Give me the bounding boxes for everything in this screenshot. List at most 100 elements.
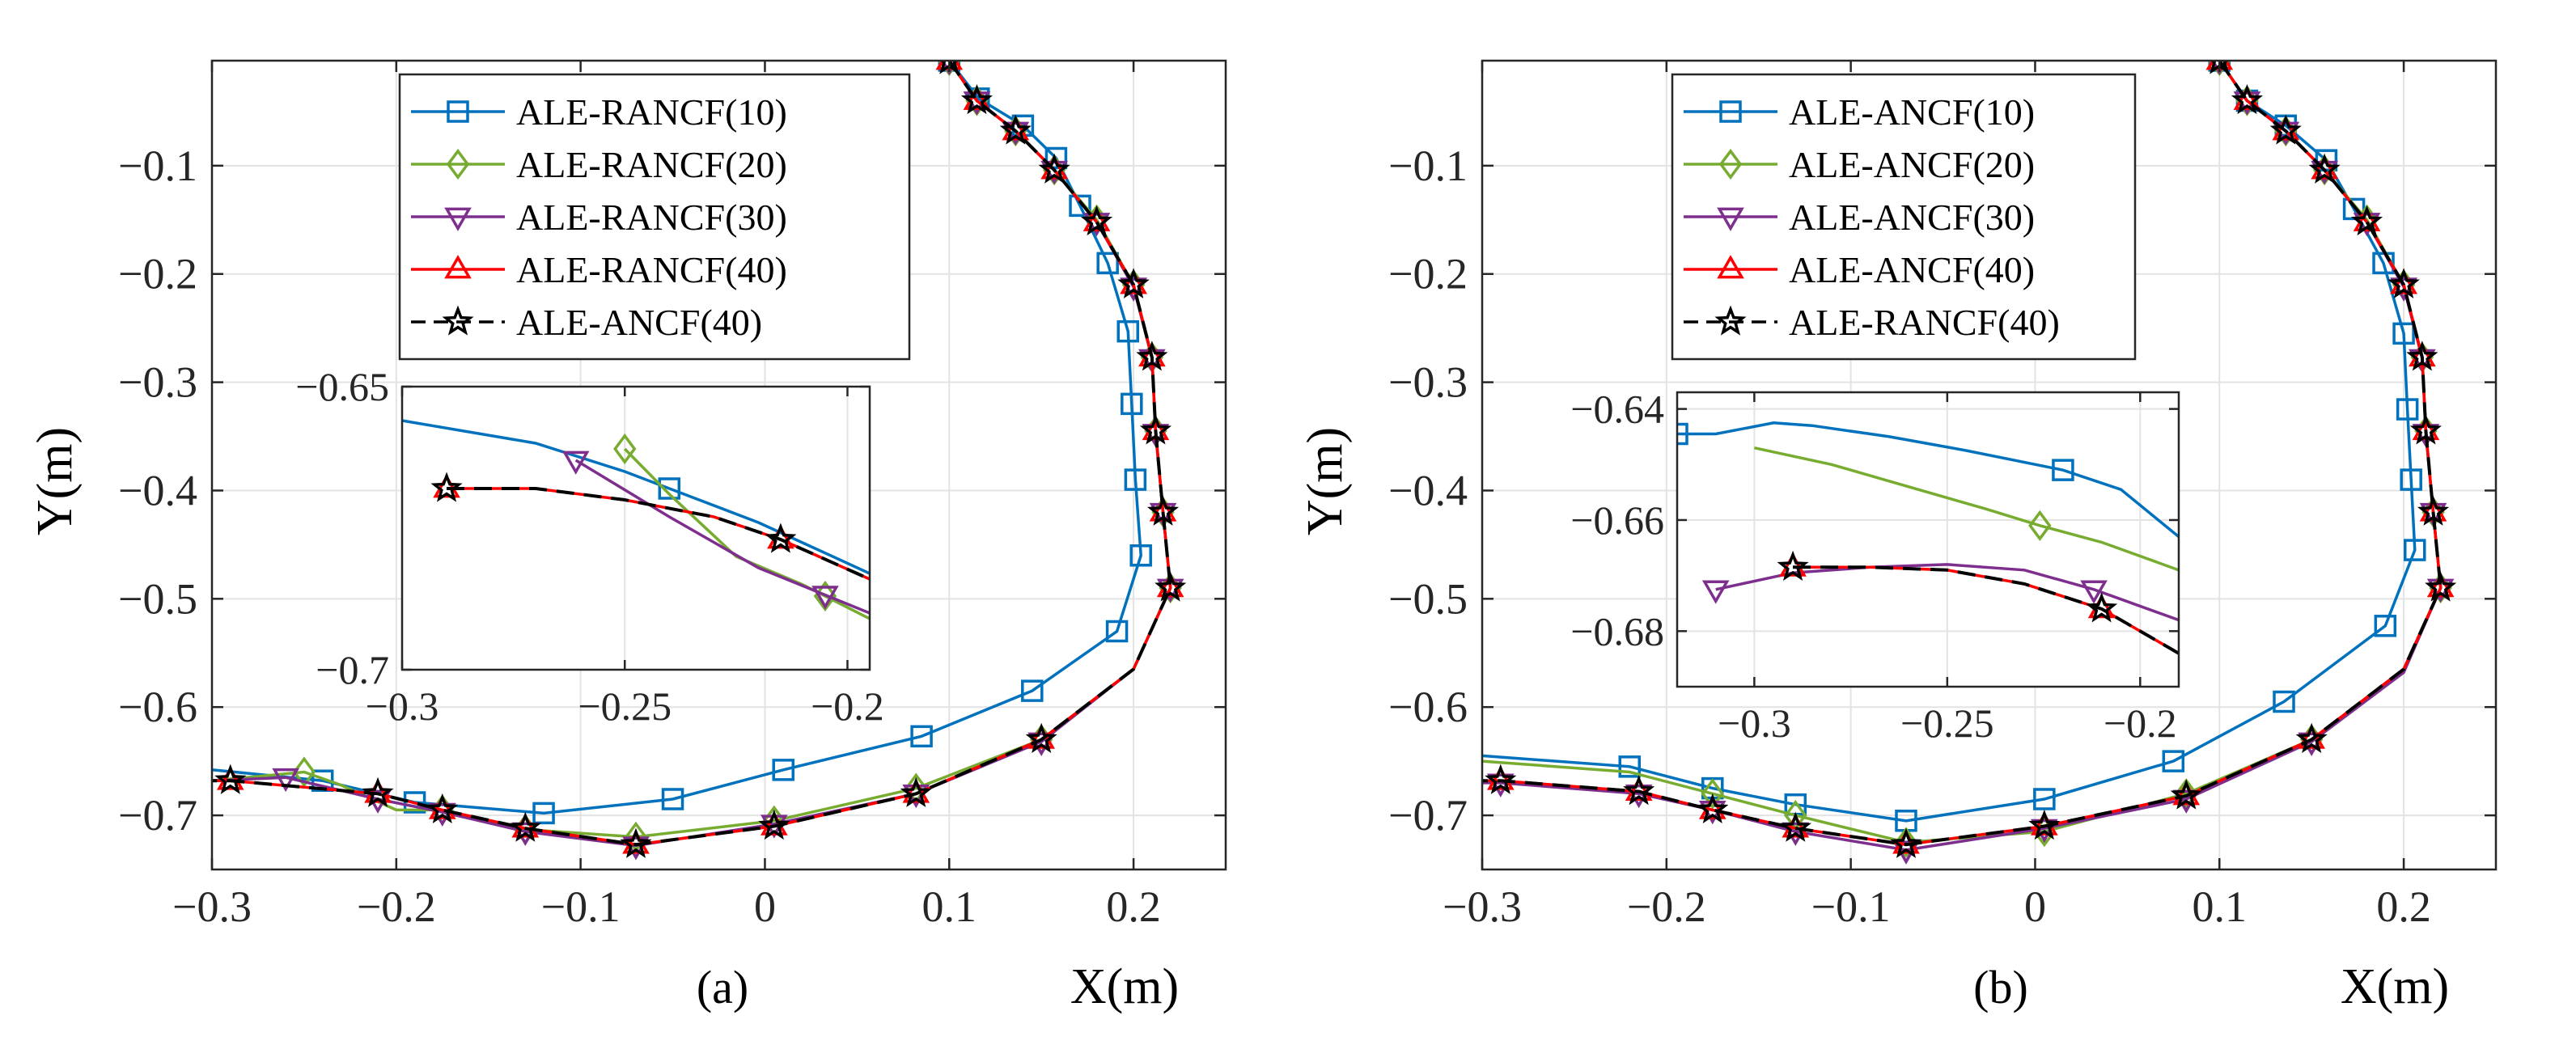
data-point-marker <box>1120 270 1147 294</box>
legend-marker <box>1714 305 1747 336</box>
axes-box <box>210 59 1227 871</box>
legend-label: ALE-ANCF(10) <box>1789 91 2035 133</box>
legend-label: ALE-ANCF(20) <box>1789 144 2035 185</box>
series-line <box>1482 61 2443 847</box>
data-point-marker <box>2273 690 2295 713</box>
data-point-marker <box>532 802 555 825</box>
legend-label: ALE-ANCF(30) <box>1789 197 2035 238</box>
inset-data-point-marker <box>658 477 681 500</box>
data-point-marker <box>1618 755 1642 778</box>
y-tick-label: −0.1 <box>1388 142 1468 190</box>
data-point-marker <box>620 827 652 858</box>
data-point-marker <box>2406 341 2438 371</box>
data-point-marker <box>292 756 316 788</box>
data-point-marker <box>428 795 456 819</box>
y-tick-label: −0.4 <box>1388 466 1468 514</box>
legend-label: ALE-RANCF(40) <box>1789 302 2060 343</box>
y-tick-label: −0.5 <box>1388 574 1468 623</box>
x-tick-label: 0 <box>2024 882 2046 931</box>
data-point-marker <box>2175 778 2198 810</box>
data-point-marker <box>1155 571 1187 602</box>
x-tick-label: −0.3 <box>172 882 252 931</box>
inset-box <box>400 385 871 671</box>
data-point-marker <box>2353 207 2381 231</box>
inset-data-point-marker <box>2080 580 2108 604</box>
x-tick-label: −0.2 <box>357 882 436 931</box>
inset-plot: −0.3 −0.25 −0.2 −0.64 −0.66 −0.68 <box>1570 387 2180 746</box>
data-point-marker <box>1040 155 1068 180</box>
data-point-marker <box>1027 725 1056 749</box>
data-point-marker <box>2231 83 2263 115</box>
inset-series-line <box>1677 421 2179 538</box>
data-point-marker <box>772 759 794 781</box>
legend-marker <box>442 305 474 336</box>
y-tick-label: −0.6 <box>118 683 197 731</box>
data-point-marker <box>2392 322 2415 345</box>
data-point-marker <box>2425 571 2457 602</box>
data-point-marker <box>2396 398 2419 421</box>
data-point-marker <box>426 793 459 823</box>
data-point-marker <box>509 811 541 842</box>
x-tick-label: 0 <box>754 882 776 931</box>
legend-marker <box>1719 100 1742 123</box>
series-ALE-ANCF(40) <box>212 61 1187 858</box>
inset-data-point-marker <box>765 522 797 553</box>
data-point-marker <box>2298 725 2326 749</box>
data-point-marker <box>1080 205 1113 236</box>
series-ALE-RANCF(40) <box>1482 61 2457 858</box>
data-point-marker <box>1121 392 1143 416</box>
x-tick-label: 0.1 <box>2193 882 2248 931</box>
data-point-marker <box>1697 793 1729 823</box>
y-tick-label: −0.7 <box>118 791 197 840</box>
data-point-marker <box>1038 153 1070 184</box>
inset-series-line <box>1793 565 2179 655</box>
data-point-marker <box>511 814 540 838</box>
data-point-marker <box>272 768 299 793</box>
inset-x-tick-label: −0.3 <box>366 683 439 729</box>
data-point-marker <box>2387 268 2420 298</box>
legend-marker <box>1717 255 1744 279</box>
panel-b: −0.3 −0.2 −0.1 0 0.1 0.2 −0.1 −0.2 −0.3 −0.4 −0.5 −… <box>1298 59 2498 1014</box>
inset-series-line <box>447 487 870 581</box>
inset-area <box>1677 392 2179 687</box>
data-point-marker <box>1044 146 1068 170</box>
data-point-marker <box>2308 153 2341 184</box>
x-tick-label: 0.1 <box>922 882 977 931</box>
data-point-marker <box>2400 468 2422 491</box>
inset-x-tick-label: −0.3 <box>1718 700 1791 746</box>
inset-y-tick-label: −0.66 <box>1570 497 1664 543</box>
inset-data-point-marker <box>613 433 637 465</box>
data-point-marker <box>403 791 426 814</box>
data-point-marker <box>963 86 991 110</box>
data-point-marker <box>2417 495 2450 526</box>
x-axis-label: X(m) <box>1070 959 1179 1014</box>
x-tick-label: −0.1 <box>1811 882 1891 931</box>
data-point-marker <box>1139 414 1171 445</box>
inset-x-tick-label: −0.2 <box>811 683 884 729</box>
inset-series-line <box>1754 446 2179 572</box>
data-point-marker <box>1129 544 1152 567</box>
panel-a: −0.3 −0.2 −0.1 0 0.1 0.2 −0.1 −0.2 −0.3 −0.4 −0.5 −… <box>28 59 1227 1014</box>
data-point-marker <box>214 764 247 794</box>
inset-series-ALE-RANCF(30) <box>561 451 870 615</box>
inset-series-ALE-RANCF(40) <box>1777 550 2179 655</box>
data-point-marker <box>1096 252 1119 275</box>
inset-data-point-marker <box>2052 459 2074 481</box>
inset-y-tick-label: −0.7 <box>316 647 389 692</box>
x-axis-label: X(m) <box>2341 959 2449 1014</box>
data-point-marker <box>910 725 933 748</box>
data-point-marker <box>1486 766 1515 790</box>
data-point-marker <box>2272 116 2300 141</box>
y-tick-label: −0.3 <box>118 358 197 407</box>
inset-data-point-marker <box>2028 510 2052 541</box>
data-point-marker <box>2233 86 2261 110</box>
inset-data-point-marker <box>433 474 460 498</box>
legend: ALE-RANCF(10) ALE-RANCF(20) ALE-RANCF(30) A… <box>398 73 911 361</box>
data-point-marker <box>902 779 930 803</box>
inset-data-point-marker <box>811 586 839 610</box>
y-tick-label: −0.6 <box>1388 683 1468 731</box>
legend-marker <box>1718 148 1743 180</box>
inset-x-tick-label: −0.25 <box>578 683 672 729</box>
data-point-marker <box>900 776 932 807</box>
data-point-marker <box>1069 194 1091 218</box>
